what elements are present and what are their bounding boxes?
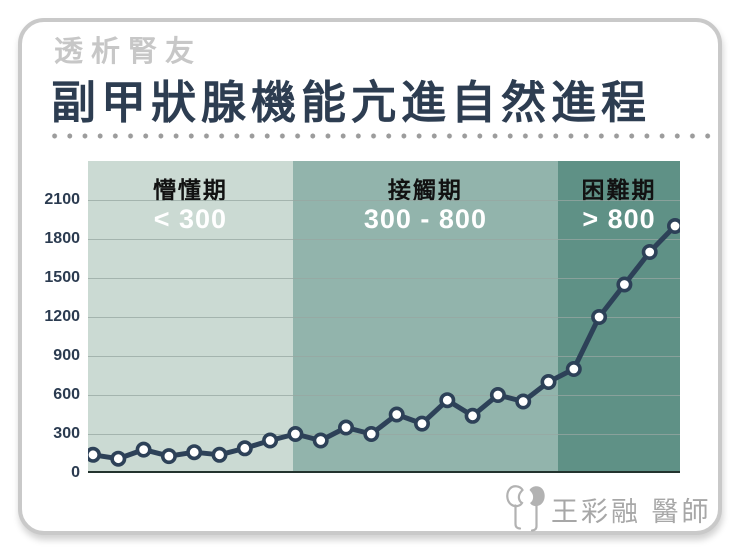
zone-range: 300 - 800 <box>363 204 487 234</box>
data-point-marker <box>160 448 177 465</box>
data-point-marker <box>312 432 329 449</box>
y-tick-label: 600 <box>53 386 80 403</box>
data-point-marker <box>135 441 152 458</box>
zone-range: > 800 <box>582 204 656 234</box>
kidney-logo-icon <box>506 485 545 532</box>
data-point-marker <box>186 444 203 461</box>
trend-line-svg <box>88 218 680 467</box>
data-point-marker <box>363 425 380 442</box>
data-point-marker <box>439 392 456 409</box>
data-point-marker <box>287 425 304 442</box>
data-point-marker <box>110 450 127 467</box>
y-tick-label: 1500 <box>44 269 80 286</box>
data-point-marker <box>515 393 532 410</box>
data-point-marker <box>262 432 279 449</box>
trend-line <box>90 223 678 462</box>
y-tick-label: 1200 <box>44 308 80 325</box>
doctor-name: 王彩融 醫師 <box>551 497 712 527</box>
zone-label: 接觸期 <box>387 177 463 203</box>
data-point-marker <box>388 406 405 423</box>
data-point-marker <box>641 244 658 261</box>
gridline <box>88 434 680 435</box>
y-tick-label: 1800 <box>44 230 80 247</box>
y-tick-label: 2100 <box>44 191 80 208</box>
y-tick-label: 300 <box>53 425 80 442</box>
y-tick-label: 0 <box>71 464 80 481</box>
page-subtitle: 透析腎友 <box>54 36 203 68</box>
x-axis-line <box>88 470 680 473</box>
gridline <box>88 200 680 201</box>
data-point-marker <box>540 374 557 391</box>
zone-range: < 300 <box>153 204 228 234</box>
page-title: 副甲狀腺機能亢進自然進程 <box>51 77 652 128</box>
data-point-marker <box>211 446 228 463</box>
dotted-separator <box>47 132 714 140</box>
data-point-marker <box>338 419 355 436</box>
data-point-marker <box>236 440 253 457</box>
data-point-marker <box>489 387 506 404</box>
gridline <box>88 239 680 240</box>
zone-label: 懵懂期 <box>152 177 228 203</box>
gridline <box>88 317 680 318</box>
data-point-marker <box>464 407 481 424</box>
zone-label: 困難期 <box>581 177 657 203</box>
data-point-marker <box>88 446 101 463</box>
data-point-marker <box>667 218 680 234</box>
data-point-marker <box>565 361 582 378</box>
data-point-marker <box>413 415 430 432</box>
gridline <box>88 395 680 396</box>
line-chart-plot-area: 懵懂期 < 300 接觸期 300 - 800 困難期 > 800 <box>88 161 680 473</box>
gridline <box>88 278 680 279</box>
data-point-marker <box>591 309 608 326</box>
y-tick-label: 900 <box>53 347 80 364</box>
gridline <box>88 356 680 357</box>
data-point-marker <box>616 276 633 293</box>
y-axis-labels: 2100 1800 1500 1200 900 600 300 0 <box>26 0 80 555</box>
